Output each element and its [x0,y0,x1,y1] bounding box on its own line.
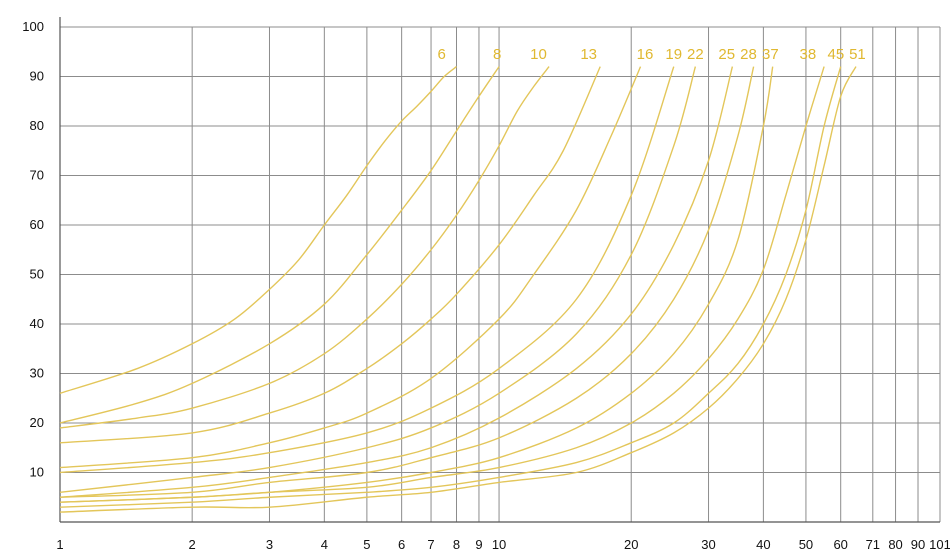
y-tick-labels: 10 20 30 40 50 60 70 80 90 100 [22,19,44,480]
y-tick-label-60: 60 [30,217,44,232]
y-tick-label-100: 100 [22,19,44,34]
series-label-37: 37 [762,46,779,63]
y-tick-label-70: 70 [30,168,44,183]
y-tick-label-80: 80 [30,118,44,133]
y-tick-label-90: 90 [30,69,44,84]
series-label-6: 6 [437,46,445,63]
series-line-13 [59,66,601,444]
x-tick-label-20: 20 [624,537,638,552]
x-tick-label-90: 90 [911,537,925,552]
series-label-8: 8 [493,46,501,63]
series-line-22 [59,66,697,493]
y-tick-label-50: 50 [30,267,44,282]
x-tick-label-50: 50 [799,537,813,552]
x-tick-label-101: 101 [929,537,950,552]
series-line-28 [59,66,755,498]
x-tick-label-7: 7 [427,537,434,552]
series-label-45: 45 [828,46,845,63]
series-curves [59,66,857,513]
x-tick-label-71: 71 [866,537,880,552]
series-line-8 [59,66,500,424]
x-tick-label-4: 4 [321,537,328,552]
x-tick-label-8: 8 [453,537,460,552]
series-label-16: 16 [637,46,654,63]
x-tick-label-10: 10 [492,537,506,552]
series-line-19 [59,66,675,474]
x-tick-label-9: 9 [475,537,482,552]
series-label-19: 19 [665,46,682,63]
x-tick-label-6: 6 [398,537,405,552]
series-labels: 6 8 10 13 16 19 22 25 28 37 38 45 51 [437,46,865,63]
series-label-13: 13 [580,46,597,63]
series-line-38 [59,66,825,503]
x-tick-label-60: 60 [833,537,847,552]
x-tick-label-3: 3 [266,537,273,552]
x-tick-label-80: 80 [888,537,902,552]
series-line-45 [59,66,842,508]
series-label-25: 25 [718,46,735,63]
y-tick-label-30: 30 [30,366,44,381]
series-line-6 [59,66,457,394]
x-tick-label-5: 5 [363,537,370,552]
y-tick-label-20: 20 [30,415,44,430]
series-label-38: 38 [799,46,816,63]
x-tick-label-2: 2 [189,537,196,552]
series-label-22: 22 [687,46,704,63]
y-tick-label-40: 40 [30,316,44,331]
x-tick-label-30: 30 [701,537,715,552]
axes [59,17,940,523]
series-line-16 [59,66,642,469]
series-label-28: 28 [740,46,757,63]
series-line-51 [59,66,857,513]
series-label-10: 10 [530,46,547,63]
series-label-51: 51 [849,46,866,63]
series-line-25 [59,66,734,498]
x-tick-label-40: 40 [756,537,770,552]
x-tick-labels: 1 2 3 4 5 6 7 8 9 10 20 30 40 50 60 71 80 90 101 [56,537,950,552]
y-tick-label-10: 10 [30,465,44,480]
series-line-10 [59,66,550,429]
horizontal-grid [60,26,940,473]
x-tick-label-1: 1 [56,537,63,552]
